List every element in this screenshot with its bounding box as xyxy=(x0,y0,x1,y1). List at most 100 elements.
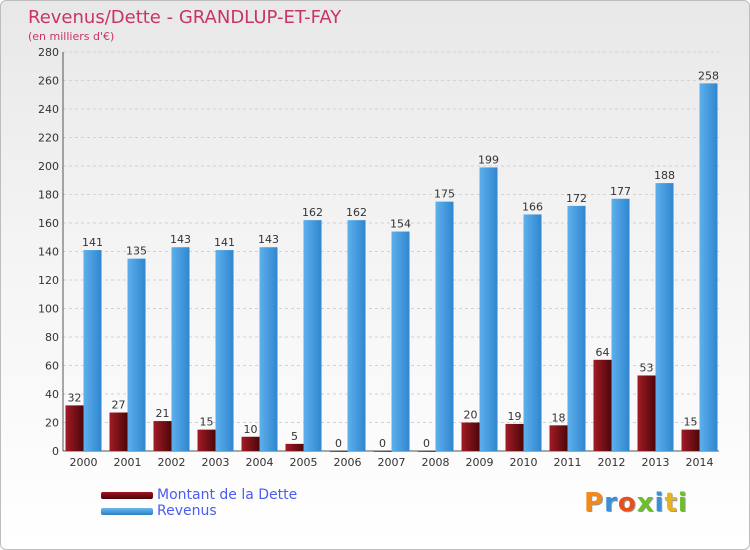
bar-dette xyxy=(241,436,260,451)
logo-letter: t xyxy=(664,488,678,518)
data-label-revenus: 172 xyxy=(566,192,587,205)
bar-dette xyxy=(593,359,612,451)
x-tick-label: 2002 xyxy=(158,456,186,469)
x-tick-label: 2006 xyxy=(334,456,362,469)
y-tick-label: 100 xyxy=(38,303,59,316)
x-tick-label: 2009 xyxy=(466,456,494,469)
bar-dette xyxy=(417,451,436,452)
chart-title: Revenus/Dette - GRANDLUP-ET-FAY xyxy=(28,7,342,28)
proxiti-logo: Proxiti xyxy=(584,488,688,518)
x-tick-label: 2013 xyxy=(642,456,670,469)
data-label-dette: 20 xyxy=(464,409,478,422)
data-label-dette: 0 xyxy=(379,437,386,450)
data-label-revenus: 141 xyxy=(214,236,235,249)
bar-dette xyxy=(329,451,348,452)
bar-revenus xyxy=(127,258,146,451)
data-label-revenus: 154 xyxy=(390,218,411,231)
data-label-dette: 0 xyxy=(423,437,430,450)
y-tick-label: 280 xyxy=(38,46,59,59)
bar-revenus xyxy=(259,247,278,451)
bar-dette xyxy=(109,412,128,451)
data-label-revenus: 143 xyxy=(170,233,191,246)
y-tick-label: 260 xyxy=(38,75,59,88)
bar-dette xyxy=(65,405,84,451)
x-tick-label: 2004 xyxy=(246,456,274,469)
bar-revenus xyxy=(479,167,498,452)
y-tick-label: 200 xyxy=(38,160,59,173)
x-tick-label: 2011 xyxy=(554,456,582,469)
data-label-revenus: 199 xyxy=(478,153,499,166)
bar-dette xyxy=(461,422,480,451)
legend-label-dette: Montant de la Dette xyxy=(157,487,298,503)
data-label-dette: 15 xyxy=(684,416,698,429)
x-tick-label: 2008 xyxy=(422,456,450,469)
bars: 32 141 27 135 21 143 15 141 10 143 5 162 0 162 0 154 0 17… xyxy=(65,69,719,452)
data-label-dette: 53 xyxy=(640,361,654,374)
x-tick-label: 2012 xyxy=(598,456,626,469)
data-label-revenus: 166 xyxy=(522,200,543,213)
x-tick-label: 2005 xyxy=(290,456,318,469)
data-label-dette: 64 xyxy=(596,346,610,359)
data-label-dette: 32 xyxy=(68,391,82,404)
y-tick-label: 140 xyxy=(38,246,59,259)
data-label-dette: 19 xyxy=(508,410,522,423)
x-tick-label: 2001 xyxy=(114,456,142,469)
data-label-revenus: 162 xyxy=(346,206,367,219)
data-label-revenus: 143 xyxy=(258,233,279,246)
data-label-revenus: 188 xyxy=(654,169,675,182)
bar-revenus xyxy=(347,220,366,451)
y-tick-label: 240 xyxy=(38,103,59,116)
y-tick-label: 20 xyxy=(45,417,59,430)
y-tick-label: 180 xyxy=(38,189,59,202)
legend-swatch-revenus xyxy=(101,508,153,515)
legend-swatch-dette xyxy=(101,492,153,499)
data-label-dette: 0 xyxy=(335,437,342,450)
y-axis: 0 20 40 60 80 100 120 140 160 180 200 220 240 260 280 xyxy=(38,46,59,458)
bar-revenus xyxy=(391,231,410,451)
x-tick-label: 2010 xyxy=(510,456,538,469)
y-tick-label: 40 xyxy=(45,388,59,401)
chart-subtitle: (en milliers d'€) xyxy=(28,30,115,43)
x-axis: 2000 2001 2002 2003 2004 2005 2006 2007 2008 2009… xyxy=(70,456,714,469)
data-label-dette: 10 xyxy=(244,423,258,436)
data-label-dette: 18 xyxy=(552,411,566,424)
y-tick-label: 160 xyxy=(38,217,59,230)
bar-dette xyxy=(285,443,304,451)
bar-dette xyxy=(153,421,172,451)
data-label-revenus: 177 xyxy=(610,185,631,198)
bar-revenus xyxy=(303,220,322,451)
bar-dette xyxy=(681,429,700,451)
bar-revenus xyxy=(655,183,674,451)
bar-dette xyxy=(505,423,524,451)
y-tick-label: 120 xyxy=(38,274,59,287)
logo-letter: i xyxy=(654,488,665,518)
bar-revenus xyxy=(611,198,630,451)
logo-letter: o xyxy=(617,488,637,518)
data-label-dette: 5 xyxy=(291,430,298,443)
y-tick-label: 60 xyxy=(45,360,59,373)
logo-letter: r xyxy=(604,488,618,518)
bar-revenus xyxy=(435,201,454,451)
data-label-revenus: 162 xyxy=(302,206,323,219)
data-label-revenus: 175 xyxy=(434,188,455,201)
y-tick-label: 0 xyxy=(52,445,59,458)
bar-revenus xyxy=(171,247,190,451)
logo-letter: i xyxy=(677,488,688,518)
bar-revenus xyxy=(567,205,586,451)
legend-label-revenus: Revenus xyxy=(157,503,217,519)
data-label-revenus: 258 xyxy=(698,69,719,82)
x-tick-label: 2014 xyxy=(686,456,714,469)
logo-letter: x xyxy=(636,488,655,518)
data-label-revenus: 141 xyxy=(82,236,103,249)
bar-dette xyxy=(637,375,656,451)
data-label-dette: 27 xyxy=(112,399,126,412)
data-label-dette: 21 xyxy=(156,407,170,420)
bar-revenus xyxy=(83,250,102,451)
bar-revenus xyxy=(215,250,234,451)
y-tick-label: 220 xyxy=(38,132,59,145)
y-tick-label: 80 xyxy=(45,331,59,344)
bar-dette xyxy=(197,429,216,451)
logo-letter: P xyxy=(584,488,605,518)
